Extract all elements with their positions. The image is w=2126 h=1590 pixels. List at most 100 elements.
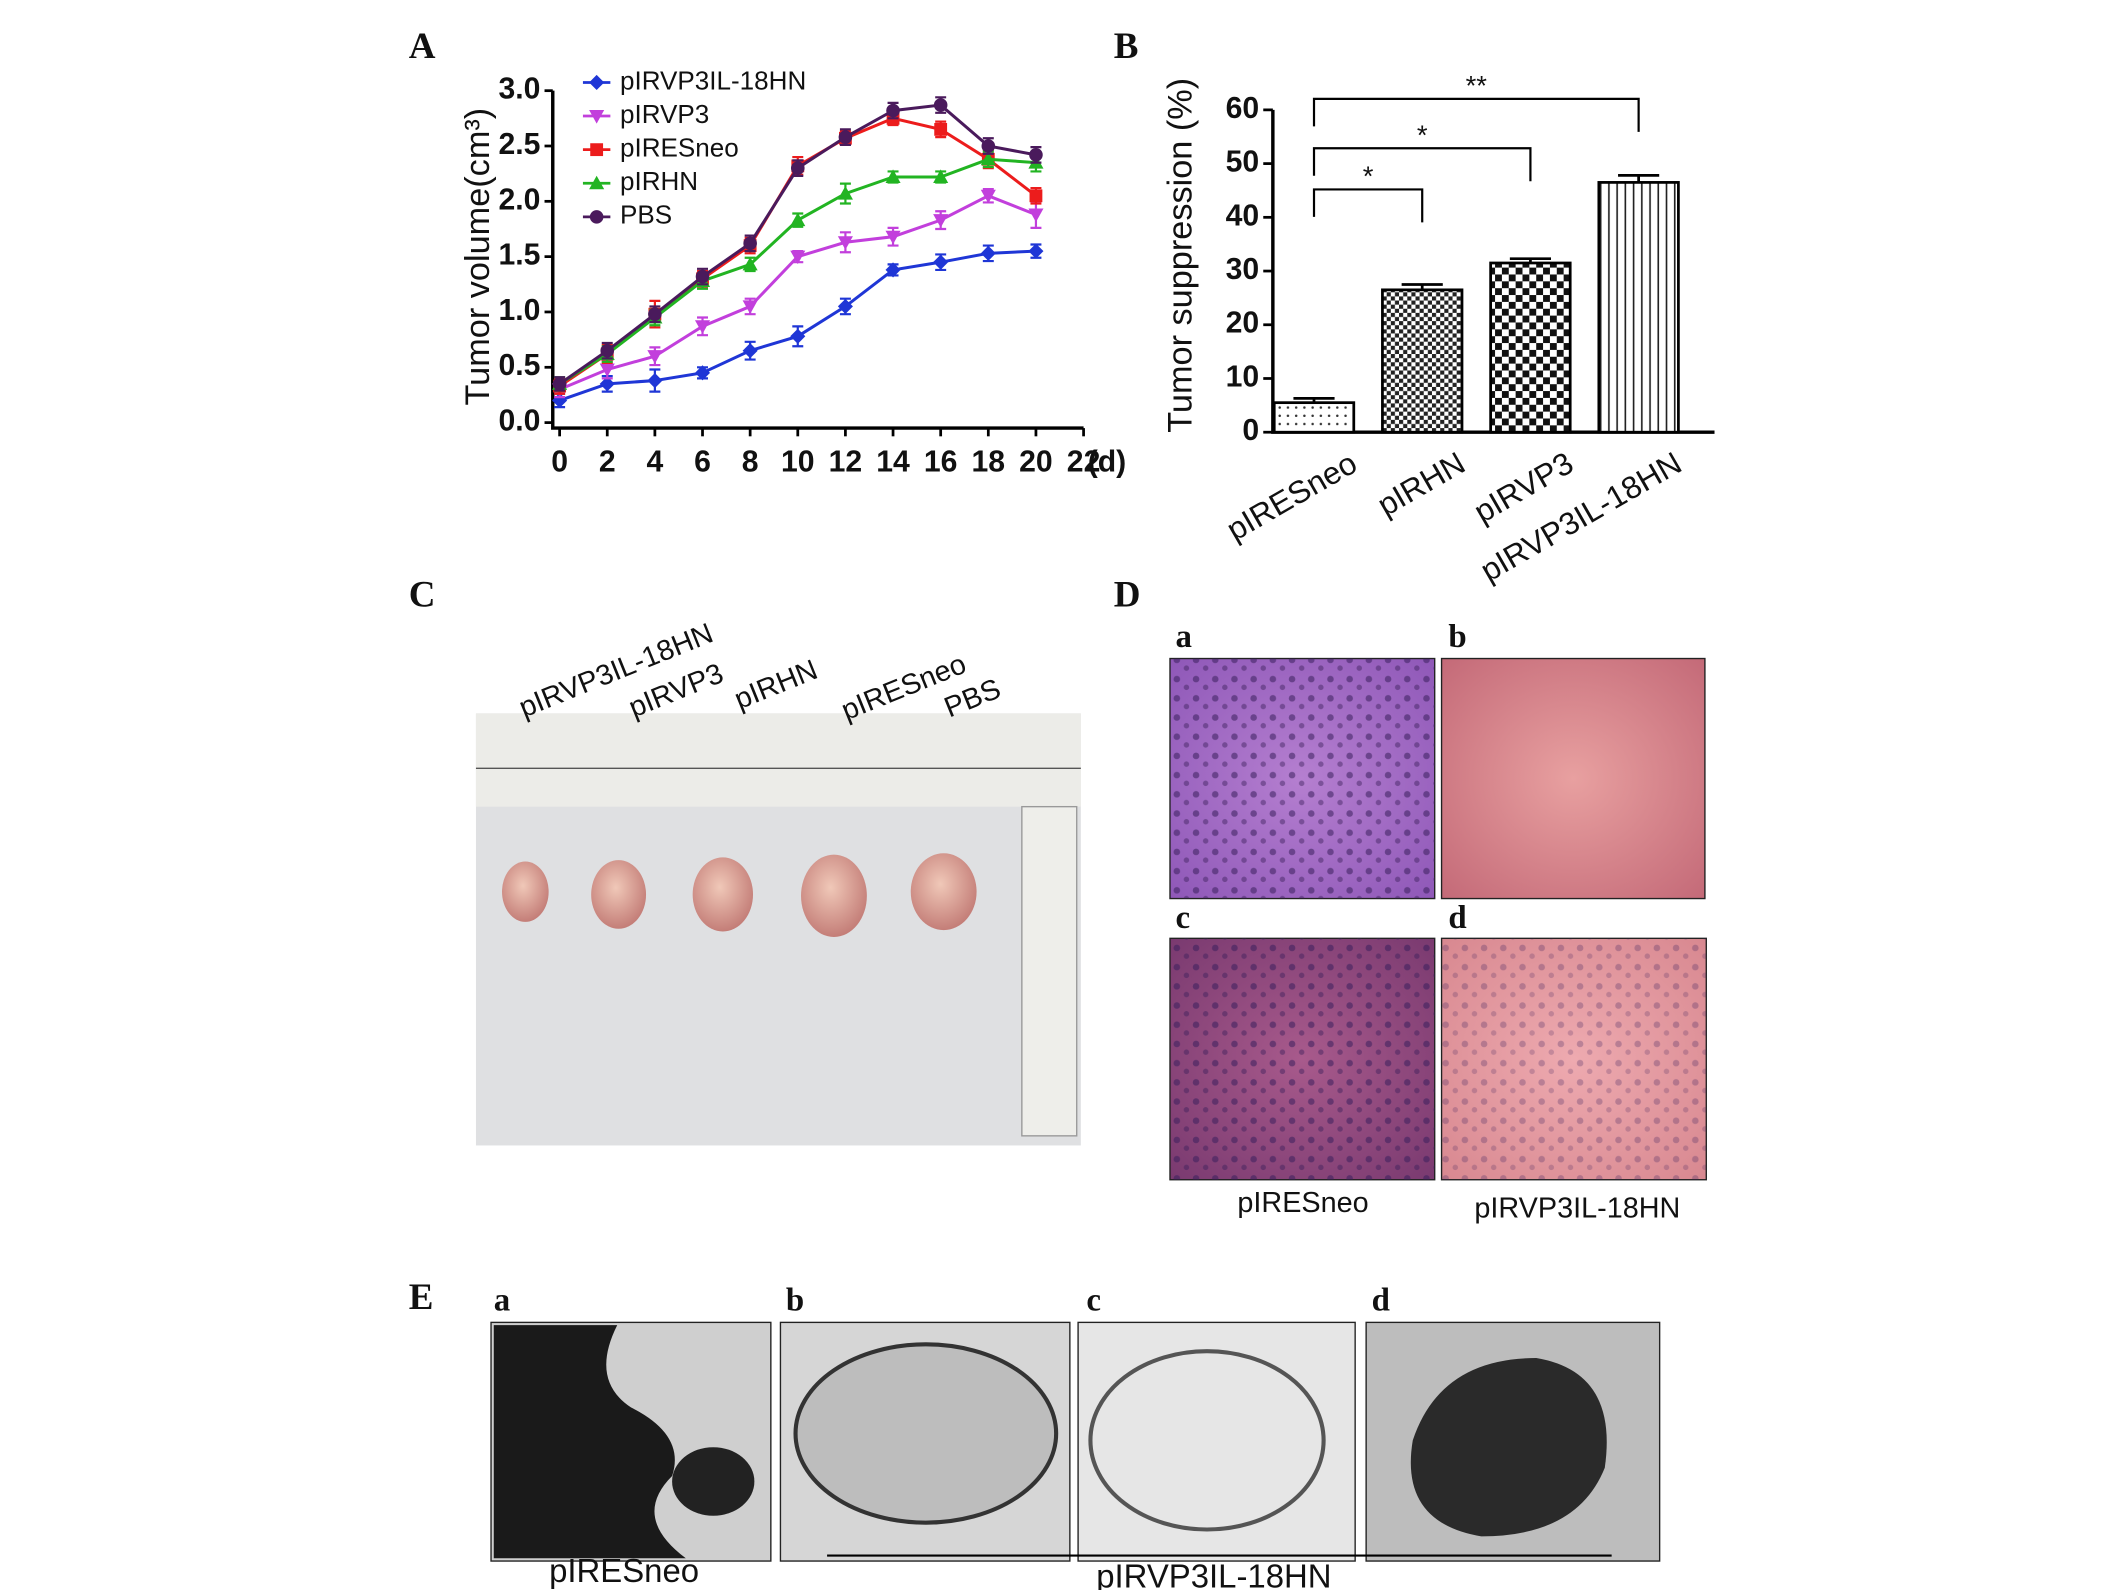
legend-marker xyxy=(589,110,605,124)
marker xyxy=(742,343,758,359)
marker xyxy=(694,365,711,381)
panel-letter: A xyxy=(409,26,436,67)
y-tick-label: 40 xyxy=(1226,199,1260,232)
histology-texture xyxy=(1441,938,1707,1180)
marker xyxy=(599,376,615,392)
significance-bracket xyxy=(1312,97,1640,132)
marker xyxy=(743,236,757,251)
error-bar xyxy=(1509,257,1551,263)
error-bar xyxy=(1401,283,1443,290)
panel-letter: C xyxy=(409,575,436,616)
marker xyxy=(980,151,996,166)
panel-letter: B xyxy=(1114,26,1139,67)
marker xyxy=(885,230,901,245)
sub-label: a xyxy=(494,1283,510,1319)
marker xyxy=(981,139,996,153)
caption: pIRESneo xyxy=(549,1552,699,1589)
y-tick-label: 2.0 xyxy=(498,183,540,216)
marker xyxy=(648,307,662,321)
marker xyxy=(980,189,996,204)
sub-label: b xyxy=(786,1283,804,1319)
y-tick-label: 1.5 xyxy=(498,239,540,272)
tumor-photo xyxy=(475,713,1081,1146)
marker xyxy=(933,254,949,270)
sub-label: d xyxy=(1448,900,1466,936)
marker xyxy=(980,245,996,261)
marker xyxy=(552,377,567,391)
marker xyxy=(837,236,853,250)
marker xyxy=(790,250,806,265)
sub-label: c xyxy=(1086,1283,1101,1319)
marker xyxy=(647,373,663,389)
y-tick-label: 20 xyxy=(1226,307,1260,340)
x-tick-label: 6 xyxy=(694,446,711,479)
marker xyxy=(1028,243,1044,259)
em-texture xyxy=(1410,1358,1607,1537)
marker xyxy=(790,161,805,175)
sample-label: pIRHN xyxy=(730,654,822,716)
x-tick-label: 8 xyxy=(742,446,759,479)
y-tick-label: 1.0 xyxy=(498,294,540,327)
marker xyxy=(886,103,900,118)
marker xyxy=(838,130,853,144)
legend-marker xyxy=(589,210,604,224)
marker xyxy=(599,363,615,378)
marker xyxy=(933,98,948,112)
marker xyxy=(742,256,758,271)
bar xyxy=(1381,288,1464,434)
y-tick-label: 10 xyxy=(1226,360,1260,393)
marker xyxy=(647,350,663,364)
marker xyxy=(933,169,949,184)
bar xyxy=(1597,181,1680,434)
legend-marker xyxy=(590,143,604,157)
y-tick-label: 30 xyxy=(1226,253,1260,286)
x-tick-label: 18 xyxy=(972,446,1006,479)
em-texture xyxy=(793,1342,1059,1525)
error-bar xyxy=(1618,174,1660,183)
y-tick-label: 50 xyxy=(1226,146,1260,179)
marker xyxy=(934,122,948,136)
y-tick-label: 2.5 xyxy=(498,128,540,161)
sub-label: d xyxy=(1372,1283,1390,1319)
significance-label: * xyxy=(1363,161,1374,192)
x-tick-label: 12 xyxy=(829,446,863,479)
significance-bracket xyxy=(1312,147,1532,182)
x-tick-label: 14 xyxy=(876,446,910,479)
x-tick-label: 0 xyxy=(551,446,568,479)
x-tick-label: 4 xyxy=(646,446,663,479)
y-tick-label: 0.0 xyxy=(498,405,540,438)
histology-texture xyxy=(1169,658,1435,899)
axis-line xyxy=(551,90,1084,430)
x-tick-label: 10 xyxy=(781,446,815,479)
legend-label: PBS xyxy=(620,200,672,230)
x-tick-label: 16 xyxy=(924,446,958,479)
caption: pIRVP3IL-18HN xyxy=(1096,1558,1331,1590)
marker xyxy=(1029,189,1043,203)
x-tick-label: 20 xyxy=(1019,446,1053,479)
legend-label: pIRVP3IL-18HN xyxy=(620,65,806,95)
x-tick-label: 2 xyxy=(599,446,616,479)
marker xyxy=(837,298,853,314)
marker xyxy=(694,320,711,334)
sub-label: a xyxy=(1175,619,1191,655)
bar xyxy=(1489,261,1572,434)
marker xyxy=(695,269,710,284)
significance-label: * xyxy=(1417,120,1428,151)
y-tick-label: 60 xyxy=(1226,92,1260,125)
legend-label: pIRHN xyxy=(620,166,698,196)
sub-label: b xyxy=(1448,619,1466,655)
y-tick-label: 3.0 xyxy=(498,73,540,106)
x-axis-label: (d) xyxy=(1088,446,1127,479)
panel-letter: D xyxy=(1114,575,1141,616)
caption: pIRESneo xyxy=(1237,1187,1368,1219)
marker xyxy=(933,214,949,228)
histology-image xyxy=(1440,657,1706,900)
em-texture xyxy=(1088,1349,1326,1532)
x-tick-label: pIRESneo xyxy=(1220,444,1362,547)
marker xyxy=(742,300,758,314)
legend-marker xyxy=(589,175,605,190)
marker xyxy=(600,343,615,358)
caption: pIRVP3IL-18HN xyxy=(1474,1193,1680,1225)
marker xyxy=(790,328,806,344)
